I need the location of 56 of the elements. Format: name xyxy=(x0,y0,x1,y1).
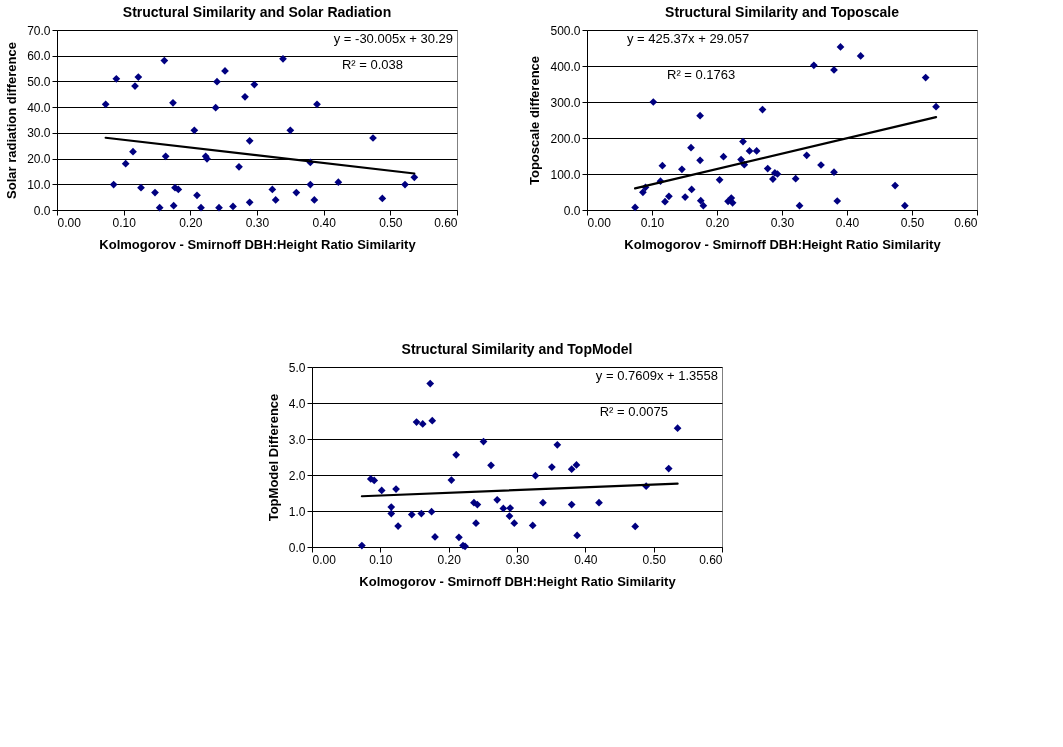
y-tick-label: 4.0 xyxy=(288,396,306,411)
y-tick-label: 30.0 xyxy=(27,126,51,141)
y-tick-label: 20.0 xyxy=(27,152,51,167)
x-tick-label: 0.20 xyxy=(705,215,730,230)
y-tick-label: 1.0 xyxy=(288,504,306,519)
x-axis-title: Kolmogorov - Smirnoff DBH:Height Ratio Similarity xyxy=(359,573,677,589)
y-tick-label: 0.0 xyxy=(288,540,306,555)
y-tick-label: 5.0 xyxy=(288,360,306,375)
x-tick-label: 0.00 xyxy=(57,215,82,230)
y-tick-label: 10.0 xyxy=(27,177,51,192)
x-tick-label: 0.40 xyxy=(574,552,598,567)
x-tick-label: 0.30 xyxy=(770,215,795,230)
y-axis-title: TopModel Difference xyxy=(265,393,281,522)
y-tick-label: 200.0 xyxy=(550,131,581,146)
x-tick-label: 0.30 xyxy=(505,552,530,567)
x-tick-label: 0.20 xyxy=(437,552,462,567)
y-tick-label: 40.0 xyxy=(27,100,51,115)
x-tick-label: 0.50 xyxy=(900,215,925,230)
y-tick-label: 50.0 xyxy=(27,74,51,89)
y-tick-label: 400.0 xyxy=(550,59,581,74)
x-tick-label: 0.10 xyxy=(112,215,137,230)
x-tick-label: 0.50 xyxy=(642,552,667,567)
x-tick-label: 0.40 xyxy=(835,215,860,230)
y-axis-title: Toposcale difference xyxy=(527,55,543,186)
annotation: R² = 0.0075 xyxy=(599,404,668,419)
y-tick-label: 3.0 xyxy=(288,432,306,447)
y-tick-label: 2.0 xyxy=(288,468,306,483)
y-tick-label: 60.0 xyxy=(27,49,51,64)
y-tick-label: 70.0 xyxy=(27,23,51,38)
chart-title: Structural Similarity and Solar Radiation xyxy=(122,4,392,20)
annotation: y = 0.7609x + 1.3558 xyxy=(595,368,718,383)
x-tick-label: 0.00 xyxy=(587,215,612,230)
y-tick-label: 300.0 xyxy=(550,95,581,110)
annotation: R² = 0.1763 xyxy=(667,67,736,82)
y-tick-label: 500.0 xyxy=(550,23,581,38)
chart-title: Structural Similarity and Toposcale xyxy=(665,4,900,20)
y-tick-label: 100.0 xyxy=(550,167,581,182)
x-tick-label: 0.40 xyxy=(312,215,337,230)
annotation: y = 425.37x + 29.057 xyxy=(627,31,750,46)
x-tick-label: 0.60 xyxy=(434,215,458,230)
x-tick-label: 0.10 xyxy=(369,552,393,567)
y-axis-title: Solar radiation difference xyxy=(4,42,20,199)
annotation: y = -30.005x + 30.29 xyxy=(333,31,453,46)
chart-title: Structural Similarity and TopModel xyxy=(401,341,633,357)
x-tick-label: 0.50 xyxy=(379,215,403,230)
x-tick-label: 0.30 xyxy=(245,215,270,230)
annotation: R² = 0.038 xyxy=(341,56,403,72)
x-tick-label: 0.10 xyxy=(640,215,665,230)
x-tick-label: 0.20 xyxy=(179,215,203,230)
x-tick-label: 0.60 xyxy=(699,552,723,567)
y-tick-label: 0.0 xyxy=(33,203,51,218)
x-axis-title: Kolmogorov - Smirnoff DBH:Height Ratio Similarity xyxy=(99,236,417,252)
x-tick-label: 0.00 xyxy=(312,552,337,567)
x-tick-label: 0.60 xyxy=(954,215,978,230)
x-axis-title: Kolmogorov - Smirnoff DBH:Height Ratio Similarity xyxy=(624,236,942,252)
y-tick-label: 0.0 xyxy=(563,203,581,218)
